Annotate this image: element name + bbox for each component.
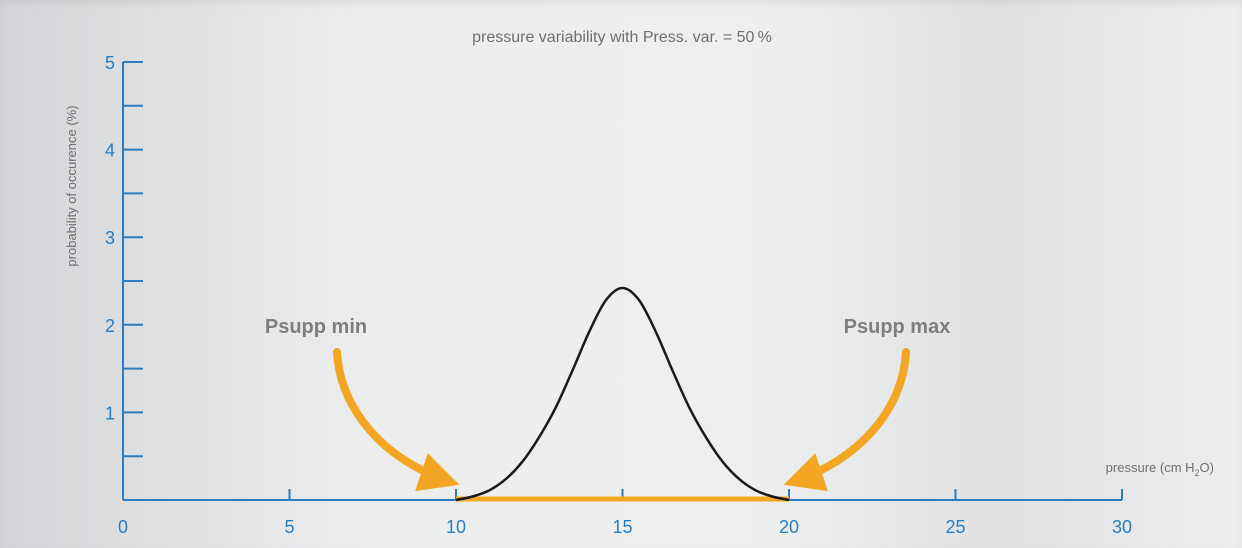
x-axis-title: pressure (cm H2O) [1106, 460, 1214, 478]
x-tick-label: 10 [446, 517, 466, 537]
x-tick-label: 30 [1112, 517, 1132, 537]
chart-title: pressure variability with Press. var. = … [472, 29, 772, 46]
x-tick-label: 20 [779, 517, 799, 537]
psupp-max-label: Psupp max [844, 316, 951, 338]
probability-curve [456, 288, 789, 500]
y-axis-title: probability of occurence (%) [64, 105, 79, 266]
psupp-min-arrow [337, 352, 448, 481]
x-tick-label: 0 [118, 517, 128, 537]
y-tick-label: 1 [105, 403, 115, 423]
psupp-max-arrow [795, 352, 906, 481]
series-layer [456, 288, 789, 500]
y-tick-label: 5 [105, 53, 115, 73]
y-tick-label: 2 [105, 316, 115, 336]
x-tick-label: 15 [612, 517, 632, 537]
psupp-min-label: Psupp min [265, 316, 367, 338]
x-tick-label: 5 [284, 517, 294, 537]
y-tick-label: 3 [105, 228, 115, 248]
axis-ticks: 1 2 3 4 5 0 5 10 15 20 25 30 [105, 53, 1132, 537]
y-tick-label: 4 [105, 141, 115, 161]
x-tick-label: 25 [945, 517, 965, 537]
